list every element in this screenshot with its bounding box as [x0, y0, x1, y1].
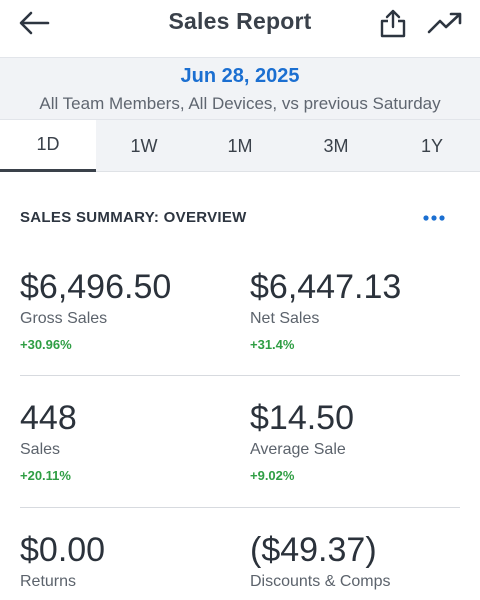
page-title: Sales Report — [168, 8, 312, 34]
metric-label: Sales — [20, 441, 61, 458]
metric-change: +20.11% — [20, 468, 71, 483]
metric-average-sale[interactable]: $14.50 Average Sale +9.02% — [250, 398, 460, 485]
date-band: Jun 28, 2025 All Team Members, All Devic… — [0, 57, 480, 119]
filter-summary[interactable]: All Team Members, All Devices, vs previo… — [39, 94, 441, 113]
arrow-left-icon — [19, 11, 50, 35]
section-title: SALES SUMMARY: OVERVIEW — [20, 209, 247, 226]
tab-3m[interactable]: 3M — [323, 135, 349, 156]
metric-label: Returns — [20, 573, 77, 590]
metric-change: +9.02% — [250, 468, 295, 483]
tab-1m[interactable]: 1M — [227, 135, 253, 156]
metric-change: +30.96% — [20, 337, 72, 352]
share-icon — [380, 9, 406, 38]
tab-1d[interactable]: 1D — [0, 120, 96, 172]
trending-up-icon — [427, 12, 462, 34]
metric-returns[interactable]: $0.00 Returns — [20, 530, 230, 592]
metric-value: $6,447.13 — [250, 268, 402, 306]
period-tabs: 1D 1W 1M 3M 1Y — [0, 119, 480, 172]
metric-change: +31.4% — [250, 337, 295, 352]
divider — [20, 507, 460, 508]
metric-label: Gross Sales — [20, 310, 108, 327]
metric-label: Discounts & Comps — [250, 573, 391, 590]
metric-label: Average Sale — [250, 441, 346, 458]
more-horizontal-icon — [423, 215, 445, 221]
metric-label: Net Sales — [250, 310, 320, 327]
tab-1w[interactable]: 1W — [130, 135, 158, 156]
metric-net-sales[interactable]: $6,447.13 Net Sales +31.4% — [250, 267, 460, 354]
metric-value: $6,496.50 — [20, 268, 172, 306]
metric-value: ($49.37) — [250, 531, 377, 569]
metric-sales-count[interactable]: 448 Sales +20.11% — [20, 398, 230, 485]
metric-discounts-comps[interactable]: ($49.37) Discounts & Comps — [250, 530, 460, 592]
share-button[interactable] — [374, 5, 412, 41]
top-bar: Sales Report — [0, 0, 480, 56]
more-options-button[interactable] — [420, 205, 448, 231]
tab-1y[interactable]: 1Y — [420, 135, 444, 156]
metric-gross-sales[interactable]: $6,496.50 Gross Sales +30.96% — [20, 267, 230, 354]
trend-button[interactable] — [424, 6, 466, 40]
metric-value: 448 — [20, 399, 77, 437]
metric-value: $0.00 — [20, 531, 106, 569]
date-selector[interactable]: Jun 28, 2025 — [180, 65, 300, 87]
back-button[interactable] — [14, 6, 54, 40]
divider — [20, 375, 460, 376]
metric-value: $14.50 — [250, 399, 354, 437]
